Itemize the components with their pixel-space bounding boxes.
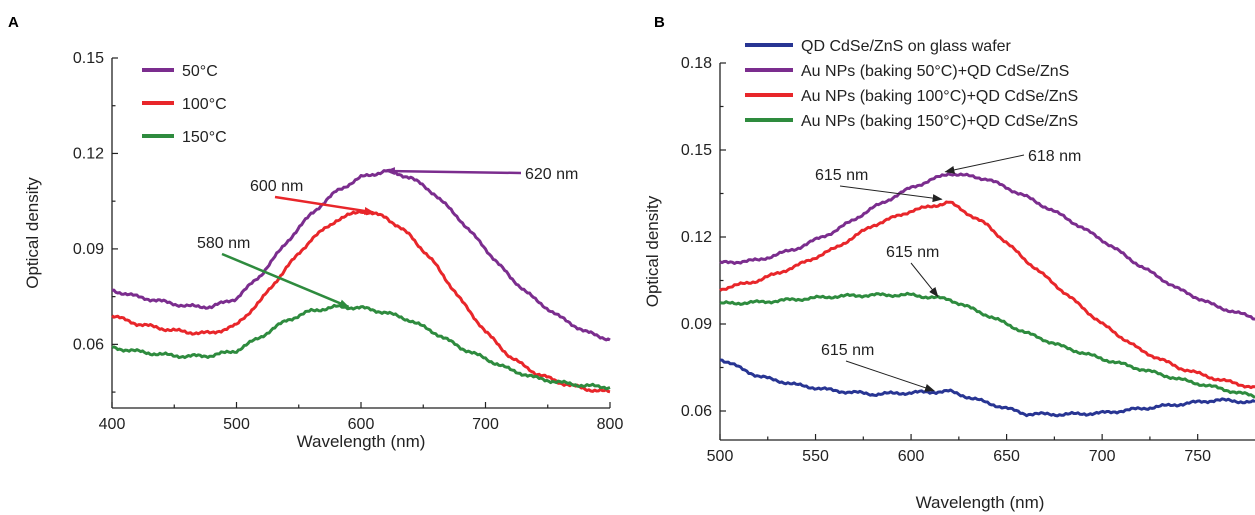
x-tick-label: 750 xyxy=(1184,448,1211,465)
annotation-arrow xyxy=(274,195,375,215)
series-line xyxy=(719,358,1255,418)
annotation-arrow xyxy=(910,262,939,298)
annotation-arrow xyxy=(944,154,1025,174)
annotation-arrow xyxy=(221,252,350,308)
legend-label: 50°C xyxy=(182,63,218,80)
annotation-label: 580 nm xyxy=(197,235,250,252)
x-axis-label: Wavelength (nm) xyxy=(916,493,1045,512)
x-tick-label: 650 xyxy=(993,448,1020,465)
series-line xyxy=(719,172,1255,321)
x-tick-label: 550 xyxy=(802,448,829,465)
panel-b: B 500 550 600 650 700 750 0.06 0.09 0.12 0.15 0.18 W… xyxy=(643,14,1255,512)
legend-label: 100°C xyxy=(182,96,227,113)
series-line xyxy=(111,209,611,394)
y-tick-label: 0.12 xyxy=(73,145,104,162)
annotation-label: 620 nm xyxy=(525,166,578,183)
annotation-arrow xyxy=(384,167,522,176)
y-tick-label: 0.06 xyxy=(681,403,712,420)
x-axis-label: Wavelength (nm) xyxy=(297,432,426,451)
legend-label: Au NPs (baking 100°C)+QD CdSe/ZnS xyxy=(801,88,1078,105)
x-tick-label: 400 xyxy=(99,416,126,433)
x-tick-label: 800 xyxy=(597,416,624,433)
series-line xyxy=(111,303,611,391)
x-tick-label: 600 xyxy=(348,416,375,433)
y-axis-label: Optical density xyxy=(23,177,42,289)
legend-label: Au NPs (baking 50°C)+QD CdSe/ZnS xyxy=(801,63,1069,80)
x-tick-label: 500 xyxy=(223,416,250,433)
x-tick-label: 700 xyxy=(1089,448,1116,465)
y-tick-label: 0.12 xyxy=(681,229,712,246)
annotation-label: 600 nm xyxy=(250,178,303,195)
x-tick-label: 500 xyxy=(707,448,734,465)
annotation-label: 615 nm xyxy=(821,342,874,359)
panel-letter: A xyxy=(8,14,19,31)
panel-letter: B xyxy=(654,14,665,31)
series-line xyxy=(719,291,1255,399)
x-tick-label: 600 xyxy=(898,448,925,465)
legend-label: 150°C xyxy=(182,129,227,146)
y-tick-label: 0.18 xyxy=(681,55,712,72)
legend-label: Au NPs (baking 150°C)+QD CdSe/ZnS xyxy=(801,113,1078,130)
annotation-label: 618 nm xyxy=(1028,148,1081,165)
panel-a: A 400 500 600 700 800 0.06 0.09 0.12 0.15 Waveleng… xyxy=(8,14,623,451)
annotation-label: 615 nm xyxy=(886,244,939,261)
annotation-arrow xyxy=(845,360,935,392)
annotation-arrow xyxy=(839,185,943,203)
y-tick-label: 0.09 xyxy=(681,316,712,333)
annotation-label: 615 nm xyxy=(815,167,868,184)
y-tick-label: 0.15 xyxy=(73,50,104,67)
y-tick-label: 0.15 xyxy=(681,142,712,159)
legend-label: QD CdSe/ZnS on glass wafer xyxy=(801,38,1012,55)
y-axis-label: Optical density xyxy=(643,195,662,307)
y-tick-label: 0.09 xyxy=(73,241,104,258)
y-tick-label: 0.06 xyxy=(73,336,104,353)
x-tick-label: 700 xyxy=(472,416,499,433)
series-line xyxy=(719,200,1255,390)
series-line xyxy=(111,168,611,342)
